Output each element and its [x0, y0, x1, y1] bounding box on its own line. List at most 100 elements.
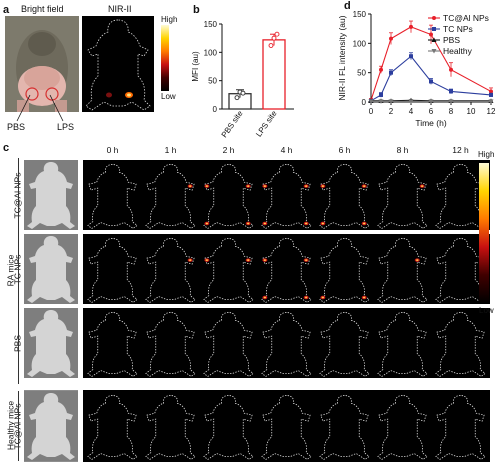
chart-d: 0 50 100 150 0 2 4 6 8 10 12 Time (h) NIR-II FL inte…	[337, 10, 496, 128]
legend-label: PBS	[443, 35, 460, 45]
colorbar-low-a: Low	[161, 92, 176, 101]
time-header: 2 h	[222, 145, 235, 155]
data-point	[268, 43, 274, 48]
nir-tile	[141, 160, 200, 230]
time-header: 12 h	[452, 145, 469, 155]
nir-tile	[83, 308, 142, 378]
healthy-group-bracket	[18, 391, 19, 461]
bw-mouse-photo	[24, 390, 78, 462]
data-point	[368, 99, 374, 104]
x-tick-label: 4	[409, 107, 414, 116]
time-header: 1 h	[164, 145, 177, 155]
nir-tile	[315, 308, 374, 378]
colorbar-high-c: High	[478, 150, 495, 159]
data-point	[240, 90, 246, 96]
data-point	[489, 89, 493, 94]
data-point	[379, 67, 383, 72]
colorbar-low-c: Low	[479, 306, 494, 315]
panel-d-label: d	[344, 0, 351, 12]
nir-tile	[199, 160, 258, 230]
y-axis-label: NIR-II FL intensity (au)	[337, 15, 347, 100]
nir-tile	[141, 308, 200, 378]
legend-marker	[431, 37, 437, 42]
x-tick-label: 8	[449, 107, 454, 116]
nir-tile	[199, 308, 258, 378]
y-tick-label: 100	[353, 39, 367, 48]
data-point	[409, 24, 413, 29]
panel-a-label: a	[3, 4, 10, 16]
bw-mouse-photo	[24, 234, 78, 304]
pointer-lines	[16, 94, 64, 122]
nir-tile	[315, 160, 374, 230]
y-tick-label: 0	[213, 105, 218, 114]
bar	[262, 39, 286, 110]
nir-tile	[199, 390, 258, 462]
colorbar-c	[479, 163, 489, 303]
chart-b: 0 50 100 150 MFI (au) PBS site LPS site	[191, 20, 294, 139]
nir-tile	[315, 234, 374, 304]
data-point	[488, 99, 494, 104]
legend-marker	[432, 27, 436, 31]
nir-title: NIR-II	[108, 4, 132, 14]
nir-tile	[373, 160, 432, 230]
ra-mice-label: RA mice	[5, 254, 16, 287]
nir-image	[82, 16, 154, 112]
nir-tile	[83, 160, 142, 230]
legend-marker	[432, 16, 436, 20]
legend-marker	[431, 49, 437, 54]
x-tick-label: LPS site	[254, 109, 279, 139]
time-header: 4 h	[280, 145, 293, 155]
y-tick-label: 150	[353, 10, 367, 19]
y-tick-label: 50	[357, 69, 366, 78]
data-point	[448, 99, 454, 104]
nir-tile	[257, 390, 316, 462]
bw-mouse-photo	[24, 308, 78, 378]
nir-tile	[373, 234, 432, 304]
data-point	[379, 92, 383, 97]
x-tick-label: 6	[429, 107, 434, 116]
y-tick-label: 0	[362, 98, 367, 107]
label-lps: LPS	[57, 122, 75, 132]
nir-tile	[83, 390, 142, 462]
x-tick-label: 12	[487, 107, 496, 116]
time-header: 0 h	[106, 145, 119, 155]
x-tick-label: 10	[467, 107, 476, 116]
bw-mouse-photo	[24, 160, 78, 230]
bright-field-title: Bright field	[21, 4, 64, 14]
data-point	[389, 36, 393, 41]
data-point	[388, 99, 394, 104]
data-point	[378, 99, 384, 104]
data-point	[428, 99, 434, 104]
y-tick-label: 100	[204, 48, 218, 57]
nir-tile	[373, 390, 432, 462]
data-point	[489, 92, 493, 97]
bright-field-image	[5, 16, 79, 112]
nir-tile	[83, 234, 142, 304]
nir-tile	[431, 308, 490, 378]
colorbar-a	[161, 25, 169, 91]
data-point	[271, 35, 277, 41]
time-header: 6 h	[338, 145, 351, 155]
nir-tile	[141, 234, 200, 304]
x-tick-label: 0	[369, 107, 374, 116]
data-point	[429, 79, 433, 84]
time-header: 8 h	[396, 145, 409, 155]
ra-group-bracket	[18, 158, 19, 384]
data-point	[449, 67, 453, 72]
data-point	[274, 31, 280, 37]
nir-tile	[257, 234, 316, 304]
data-point	[389, 70, 393, 75]
data-point	[449, 89, 453, 94]
data-point	[408, 99, 414, 104]
healthy-mice-label: Healthy mice	[5, 400, 16, 451]
nir-tile	[373, 308, 432, 378]
data-point	[429, 32, 433, 37]
data-point	[234, 95, 240, 101]
legend-label: Healthy	[443, 46, 473, 56]
y-axis-label: MFI (au)	[191, 51, 200, 82]
nir-tile	[199, 234, 258, 304]
panel-b-label: b	[193, 4, 200, 16]
x-tick-label: 2	[389, 107, 394, 116]
label-pbs: PBS	[7, 122, 26, 132]
data-point	[409, 54, 413, 59]
